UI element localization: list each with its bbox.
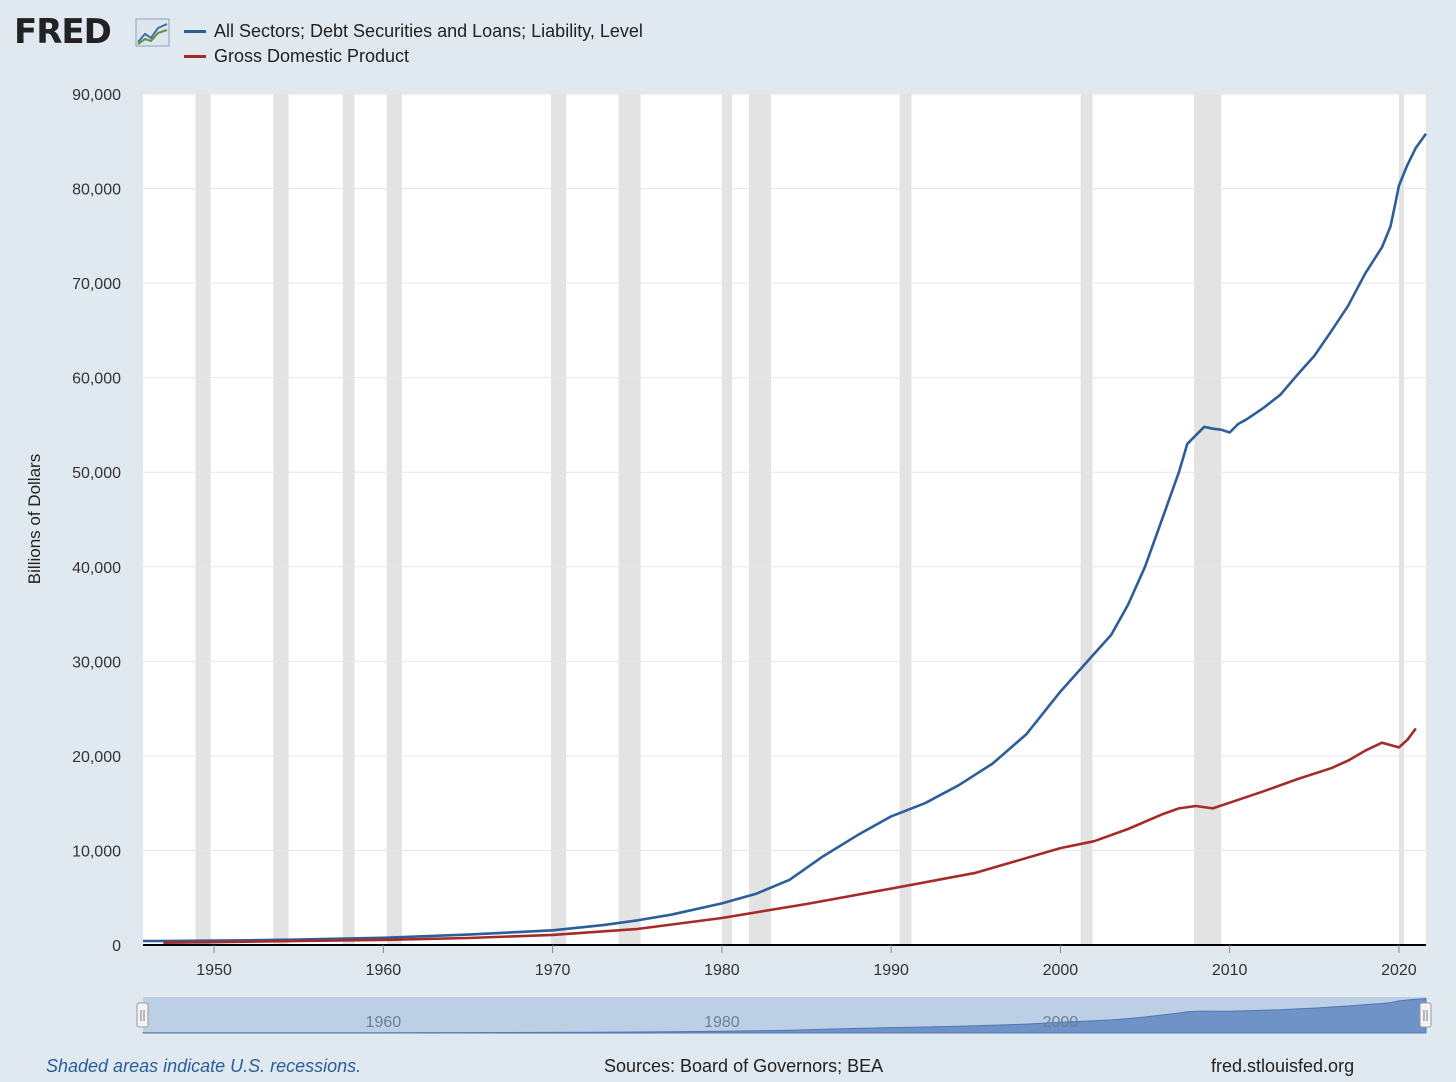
navigator-tick-label: 1980 [704, 1014, 740, 1031]
recession-band-9 [1080, 94, 1093, 945]
range-navigator[interactable]: 1960 1980 2000 [136, 997, 1432, 1034]
y-tick-label: 50,000 [72, 465, 121, 482]
y-tick-label: 30,000 [72, 654, 121, 671]
navigator-series-area [142, 998, 1427, 1034]
recession-band-10 [1194, 94, 1222, 945]
legend-swatch-debt [184, 30, 206, 33]
recession-band-5 [618, 94, 641, 945]
x-tick-label: 2000 [1043, 962, 1079, 979]
y-tick-label: 10,000 [72, 843, 121, 860]
x-tick-label: 1960 [366, 962, 402, 979]
series-line-gdp[interactable] [163, 727, 1417, 944]
y-tick-label: 0 [112, 938, 121, 955]
navigator-handle-right[interactable] [1419, 1002, 1432, 1028]
recession-band-7 [748, 94, 771, 945]
y-tick-label: 80,000 [72, 182, 121, 199]
recession-band-0 [195, 94, 211, 945]
recession-note: Shaded areas indicate U.S. recessions. [46, 1056, 362, 1076]
fred-logo[interactable]: FRED [14, 12, 170, 52]
legend-item-gdp[interactable]: Gross Domestic Product [184, 44, 643, 69]
x-tick-label: 1980 [704, 962, 740, 979]
navigator-tick-label: 2000 [1043, 1014, 1079, 1031]
recession-band-6 [721, 94, 733, 945]
y-tick-label: 90,000 [72, 87, 121, 104]
recession-band-3 [386, 94, 402, 945]
y-tick-label: 60,000 [72, 371, 121, 388]
y-tick-label: 20,000 [72, 749, 121, 766]
navigator-handle-left[interactable] [136, 1002, 149, 1028]
recession-band-4 [550, 94, 567, 945]
y-tick-label: 70,000 [72, 276, 121, 293]
recession-band-2 [342, 94, 355, 945]
x-tick-label: 1970 [535, 962, 571, 979]
graph-trend-icon [135, 18, 170, 47]
fred-logo-wordmark: FRED [14, 12, 112, 52]
plot-area [143, 94, 1426, 945]
x-tick-label: 1950 [196, 962, 232, 979]
recession-band-1 [273, 94, 289, 945]
y-tick-label: 40,000 [72, 560, 121, 577]
x-tick-label: 1990 [873, 962, 909, 979]
recession-band-11 [1398, 94, 1404, 945]
site-link[interactable]: fred.stlouisfed.org [1211, 1056, 1355, 1076]
legend-item-debt[interactable]: All Sectors; Debt Securities and Loans; … [184, 19, 643, 44]
chart-header: FRED All Sectors; Debt Securities and Lo… [0, 0, 1456, 80]
x-tick-label: 2010 [1212, 962, 1248, 979]
legend-swatch-gdp [184, 55, 206, 58]
sources-text: Sources: Board of Governors; BEA [604, 1056, 884, 1076]
recession-band-8 [899, 94, 912, 945]
legend-label-debt: All Sectors; Debt Securities and Loans; … [214, 21, 643, 41]
chart-legend: All Sectors; Debt Securities and Loans; … [184, 19, 643, 69]
x-tick-label: 2020 [1381, 962, 1417, 979]
series-line-debt[interactable] [143, 132, 1428, 943]
legend-label-gdp: Gross Domestic Product [214, 46, 410, 66]
y-axis-label: Billions of Dollars [25, 454, 44, 584]
navigator-tick-label: 1960 [366, 1014, 402, 1031]
